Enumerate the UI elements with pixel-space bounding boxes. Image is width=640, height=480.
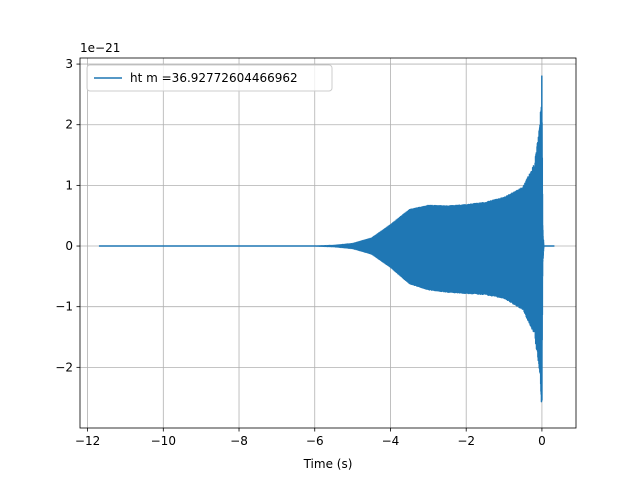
- x-tick-label: −6: [306, 434, 324, 448]
- x-axis: −12 −10 −8 −6 −4 −2 0: [75, 428, 546, 448]
- y-tick-label: 2: [65, 118, 73, 132]
- y-tick-label: −2: [55, 360, 73, 374]
- y-tick-label: 0: [65, 239, 73, 253]
- series-line-ht: [98, 75, 556, 403]
- y-axis: −2 −1 0 1 2 3: [55, 57, 80, 374]
- x-tick-label: −4: [382, 434, 400, 448]
- x-tick-label: 0: [538, 434, 546, 448]
- y-offset-text: 1e−21: [80, 41, 120, 55]
- series-layer: [98, 75, 556, 403]
- y-tick-label: 3: [65, 57, 73, 71]
- legend: ht m =36.92772604466962: [86, 64, 333, 92]
- plot-frame: [79, 57, 577, 429]
- y-tick-label: 1: [65, 178, 73, 192]
- x-axis-label: Time (s): [303, 457, 353, 471]
- x-tick-label: −10: [151, 434, 176, 448]
- legend-label: ht m =36.92772604466962: [130, 71, 298, 85]
- y-tick-label: −1: [55, 300, 73, 314]
- x-tick-label: −12: [75, 434, 100, 448]
- legend-box: [86, 64, 333, 92]
- x-tick-label: −2: [457, 434, 475, 448]
- x-tick-label: −8: [230, 434, 248, 448]
